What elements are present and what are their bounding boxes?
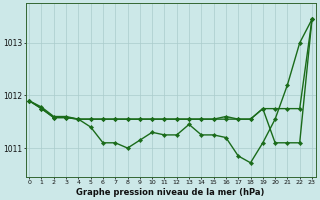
X-axis label: Graphe pression niveau de la mer (hPa): Graphe pression niveau de la mer (hPa): [76, 188, 265, 197]
